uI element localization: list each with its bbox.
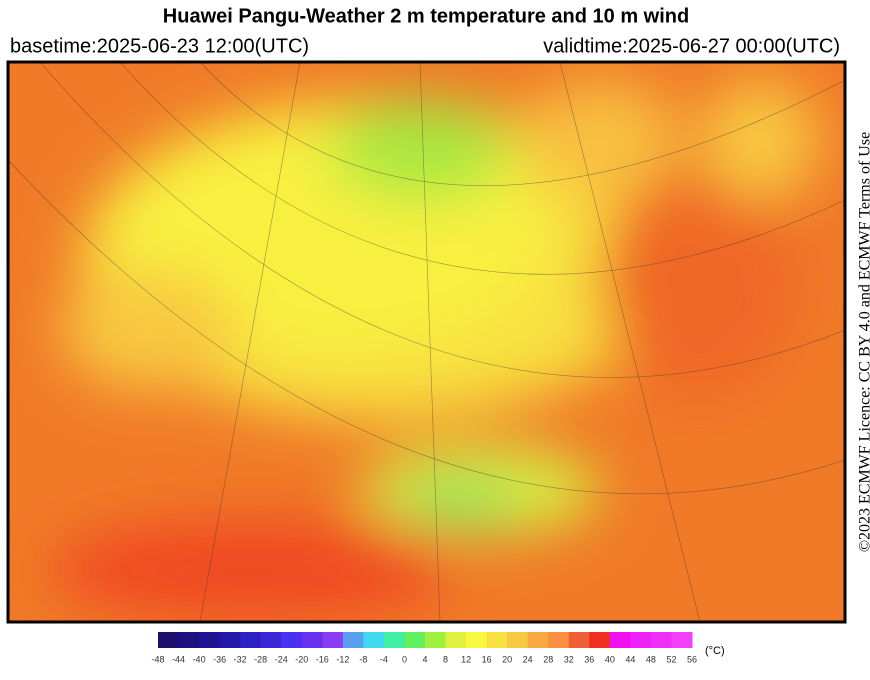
colorbar-tick-label: 52 [666, 654, 676, 664]
colorbar-tick-label: 48 [646, 654, 656, 664]
colorbar-tick-label: -24 [275, 654, 288, 664]
colorbar-tick-label: 24 [523, 654, 533, 664]
colorbar-tick-label: -28 [254, 654, 267, 664]
colorbar-segment [301, 632, 323, 648]
title: Huawei Pangu-Weather 2 m temperature and… [163, 5, 689, 27]
colorbar-segment [445, 632, 467, 648]
credit: ©2023 ECMWF Licence: CC BY 4.0 and ECMWF… [857, 132, 870, 552]
basetime: basetime:2025-06-23 12:00(UTC) [10, 35, 309, 57]
colorbar-tick-label: -20 [295, 654, 308, 664]
colorbar-segment [363, 632, 385, 648]
colorbar-tick-label: -8 [359, 654, 367, 664]
colorbar-segment [671, 632, 693, 648]
colorbar-tick-label: 36 [584, 654, 594, 664]
colorbar-tick-label: -36 [213, 654, 226, 664]
colorbar-segment [281, 632, 303, 648]
colorbar-segment [383, 632, 405, 648]
colorbar-tick-label: -44 [172, 654, 185, 664]
map-frame [6, 60, 847, 624]
colorbar-segment [425, 632, 447, 648]
colorbar-tick-label: 20 [502, 654, 512, 664]
colorbar: -48 -44 -40 -36 -32 -28 -24 -20 -16 -12 -8 -4 0 4 8 12 1… [151, 632, 697, 664]
colorbar-tick-label: 32 [564, 654, 574, 664]
colorbar-segment [199, 632, 221, 648]
colorbar-segment [260, 632, 282, 648]
colorbar-segment [486, 632, 508, 648]
unit: (°C) [705, 645, 725, 657]
colorbar-segment [568, 632, 590, 648]
validtime: validtime:2025-06-27 00:00(UTC) [543, 35, 840, 57]
colorbar-segment [466, 632, 488, 648]
colorbar-tick-label: 44 [625, 654, 635, 664]
colorbar-tick-label: 16 [482, 654, 492, 664]
colorbar-segment [322, 632, 344, 648]
colorbar-tick-label: -40 [193, 654, 206, 664]
colorbar-segment [650, 632, 672, 648]
colorbar-tick-label: 0 [402, 654, 407, 664]
colorbar-segment [240, 632, 262, 648]
colorbar-tick-label: 56 [687, 654, 697, 664]
colorbar-segment [404, 632, 426, 648]
colorbar-segment [507, 632, 529, 648]
colorbar-segment [158, 632, 180, 648]
colorbar-tick-label: -16 [316, 654, 329, 664]
colorbar-tick-label: -48 [151, 654, 164, 664]
colorbar-tick-label: 8 [443, 654, 448, 664]
colorbar-tick-label: 12 [461, 654, 471, 664]
colorbar-tick-label: -12 [336, 654, 349, 664]
colorbar-segment [548, 632, 570, 648]
colorbar-tick-label: 28 [543, 654, 553, 664]
colorbar-tick-label: 40 [605, 654, 615, 664]
map [8, 62, 845, 622]
colorbar-segment [219, 632, 241, 648]
colorbar-segment [609, 632, 631, 648]
colorbar-segment [342, 632, 364, 648]
colorbar-tick-label: -4 [380, 654, 388, 664]
colorbar-segment [527, 632, 549, 648]
colorbar-segment [589, 632, 611, 648]
colorbar-segment [178, 632, 200, 648]
colorbar-tick-label: 4 [422, 654, 427, 664]
colorbar-tick-label: -32 [234, 654, 247, 664]
colorbar-segment [630, 632, 652, 648]
